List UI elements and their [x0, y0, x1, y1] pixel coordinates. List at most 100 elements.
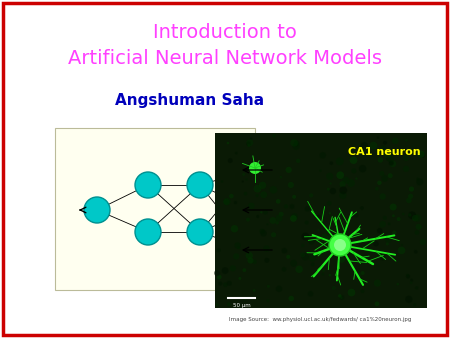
Circle shape	[410, 281, 413, 284]
Circle shape	[234, 242, 241, 249]
Bar	[215, 133, 427, 308]
Circle shape	[350, 156, 357, 164]
Circle shape	[305, 206, 310, 212]
Circle shape	[418, 151, 425, 158]
Circle shape	[327, 188, 330, 191]
Circle shape	[326, 235, 333, 243]
Circle shape	[247, 144, 250, 147]
Circle shape	[84, 197, 110, 223]
Circle shape	[276, 286, 282, 292]
Circle shape	[317, 215, 320, 218]
Circle shape	[256, 215, 259, 218]
Circle shape	[135, 172, 161, 198]
Circle shape	[358, 273, 361, 276]
Circle shape	[289, 204, 295, 209]
Circle shape	[326, 173, 333, 180]
Circle shape	[267, 285, 270, 288]
Circle shape	[253, 289, 256, 292]
Circle shape	[259, 228, 265, 234]
Circle shape	[264, 258, 270, 263]
Circle shape	[317, 229, 320, 232]
Circle shape	[290, 215, 297, 222]
Circle shape	[319, 169, 322, 172]
Circle shape	[339, 295, 345, 300]
Circle shape	[217, 248, 221, 252]
Circle shape	[347, 289, 355, 296]
Circle shape	[321, 273, 324, 275]
Circle shape	[187, 172, 213, 198]
Text: Image Source:  ww.physiol.ucl.ac.uk/fedwards/ ca1%20neuron.jpg: Image Source: ww.physiol.ucl.ac.uk/fedwa…	[229, 316, 411, 321]
Circle shape	[222, 267, 229, 274]
Circle shape	[246, 141, 251, 146]
Circle shape	[266, 299, 270, 302]
Circle shape	[270, 186, 277, 194]
Circle shape	[296, 159, 300, 163]
Circle shape	[271, 232, 276, 237]
Circle shape	[308, 291, 314, 297]
Circle shape	[302, 253, 309, 261]
Circle shape	[290, 139, 298, 147]
Circle shape	[403, 154, 410, 161]
Circle shape	[387, 154, 391, 159]
Circle shape	[284, 204, 288, 209]
Text: Introduction to: Introduction to	[153, 23, 297, 42]
Circle shape	[300, 252, 305, 257]
Circle shape	[237, 246, 240, 249]
Circle shape	[339, 192, 346, 199]
Circle shape	[415, 286, 419, 290]
Circle shape	[322, 269, 325, 272]
Circle shape	[217, 275, 221, 280]
Circle shape	[270, 217, 276, 224]
Circle shape	[381, 175, 388, 182]
Circle shape	[214, 270, 220, 276]
Circle shape	[280, 176, 282, 178]
Circle shape	[248, 202, 255, 209]
Circle shape	[279, 212, 284, 217]
Circle shape	[329, 234, 351, 256]
Circle shape	[356, 177, 358, 180]
Circle shape	[412, 215, 418, 221]
Circle shape	[286, 255, 290, 259]
Text: CA1 neuron: CA1 neuron	[348, 147, 421, 157]
Text: Angshuman Saha: Angshuman Saha	[116, 93, 265, 107]
Circle shape	[252, 260, 257, 264]
Circle shape	[227, 281, 232, 286]
Circle shape	[275, 221, 279, 224]
Circle shape	[231, 225, 238, 233]
Circle shape	[382, 251, 384, 254]
Circle shape	[223, 199, 229, 205]
Circle shape	[414, 230, 419, 235]
Circle shape	[266, 223, 269, 225]
Circle shape	[290, 260, 297, 267]
Circle shape	[379, 193, 386, 200]
Circle shape	[414, 214, 421, 222]
Circle shape	[409, 187, 414, 192]
Circle shape	[355, 241, 359, 246]
Circle shape	[282, 248, 288, 254]
Circle shape	[377, 180, 382, 185]
Circle shape	[386, 156, 390, 161]
Circle shape	[392, 214, 395, 217]
Circle shape	[282, 267, 287, 272]
Circle shape	[243, 268, 246, 272]
Circle shape	[309, 254, 316, 262]
Circle shape	[408, 213, 411, 217]
Circle shape	[378, 157, 383, 163]
Circle shape	[263, 245, 270, 252]
Circle shape	[329, 183, 332, 185]
Circle shape	[403, 166, 409, 172]
Circle shape	[406, 274, 410, 277]
Circle shape	[369, 142, 377, 149]
Circle shape	[260, 211, 262, 213]
Circle shape	[305, 220, 309, 225]
Circle shape	[359, 165, 366, 172]
Circle shape	[377, 228, 382, 234]
Circle shape	[223, 198, 230, 205]
Bar	[55, 128, 255, 290]
Circle shape	[216, 303, 219, 306]
Circle shape	[360, 142, 368, 150]
Circle shape	[332, 286, 336, 290]
Circle shape	[230, 265, 236, 271]
Circle shape	[375, 187, 379, 191]
Circle shape	[402, 213, 405, 215]
